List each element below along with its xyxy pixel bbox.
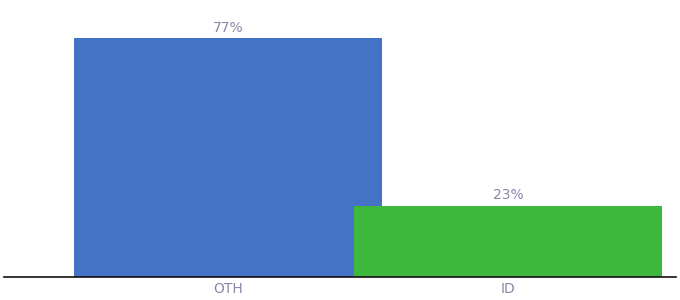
Text: 23%: 23% (492, 188, 523, 202)
Text: 77%: 77% (213, 20, 243, 34)
Bar (354, 206, 662, 277)
Bar (74, 38, 382, 277)
